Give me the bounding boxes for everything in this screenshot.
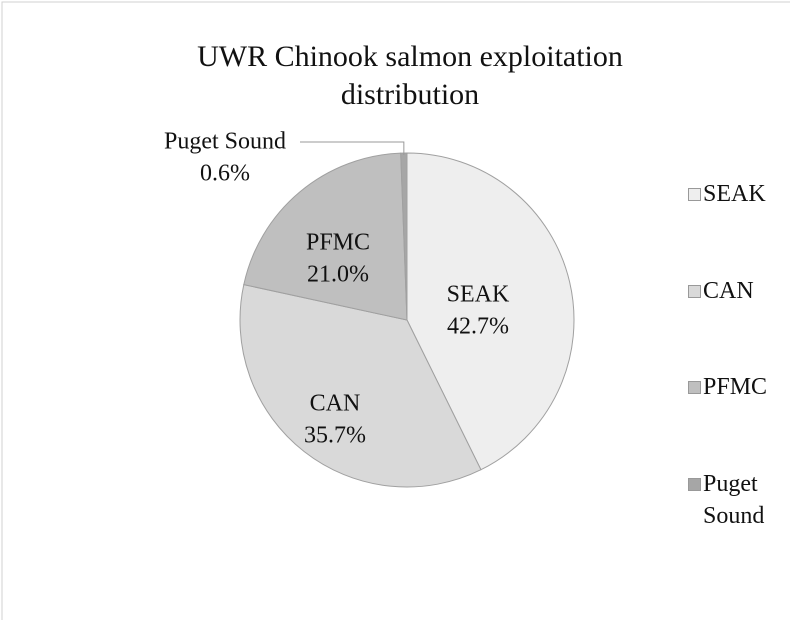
legend-item: PFMC <box>688 371 788 403</box>
slice-label: PFMC <box>306 230 370 256</box>
slice-value-label: 42.7% <box>447 314 509 340</box>
slice-value-label: 35.7% <box>304 423 366 449</box>
slice-label: Puget Sound <box>164 129 286 155</box>
legend-swatch <box>688 478 701 491</box>
slice-label: CAN <box>310 391 361 417</box>
legend-swatch <box>688 381 701 394</box>
legend-item: Puget Sound <box>688 468 788 532</box>
legend-label: Puget Sound <box>703 471 765 529</box>
chart-title: UWR Chinook salmon exploitation distribu… <box>197 40 623 111</box>
pie-slice <box>239 284 482 488</box>
slice-label: SEAK <box>447 282 510 308</box>
slice-value-label: 21.0% <box>307 262 369 288</box>
slice-value-label: 0.6% <box>200 161 250 187</box>
legend-swatch <box>688 285 701 298</box>
pie-slice <box>243 152 408 321</box>
leader-line <box>300 141 405 156</box>
legend-label: PFMC <box>703 374 768 400</box>
pie-slice <box>406 152 575 471</box>
legend-item: CAN <box>688 275 788 307</box>
legend-swatch <box>688 188 701 201</box>
legend-label: SEAK <box>703 181 766 207</box>
legend-item: SEAK <box>688 178 788 210</box>
legend-label: CAN <box>703 278 754 304</box>
